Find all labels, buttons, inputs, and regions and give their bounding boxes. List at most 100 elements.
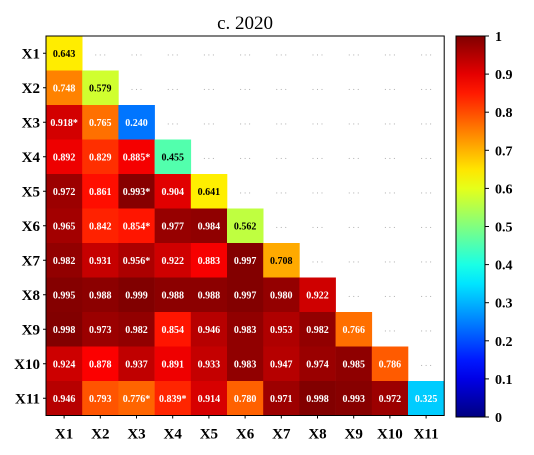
chart-title: c. 2020 (217, 13, 273, 34)
cell-value-label: 0.918* (50, 118, 78, 129)
heatmap-cell (46, 70, 83, 106)
empty-cell-marker: . . . (384, 220, 395, 230)
cell-value-label: 0.998 (53, 325, 76, 336)
empty-cell-marker: . . . (420, 47, 431, 57)
cell-value-label: 0.839* (159, 394, 187, 405)
empty-cell-marker: . . . (384, 323, 395, 333)
colorbar-tick-label: 0.8 (495, 106, 513, 121)
empty-cell-marker: . . . (167, 82, 178, 92)
cell-value-label: 0.982 (125, 325, 148, 336)
cell-value-label: 0.842 (89, 221, 112, 232)
empty-cell-marker: . . . (420, 151, 431, 161)
heatmap-cell (118, 346, 155, 382)
heatmap-cell (82, 277, 119, 313)
cell-value-label: 0.861 (89, 187, 112, 198)
column-tick-label: X8 (308, 427, 326, 443)
heatmap-cell (118, 174, 155, 209)
heatmap-cell (46, 381, 83, 416)
empty-cell-marker: . . . (276, 116, 287, 126)
empty-cell-marker: . . . (239, 82, 250, 92)
empty-cell-marker: . . . (348, 47, 359, 57)
heatmap-cell (263, 312, 300, 347)
row-tick-label: X3 (22, 115, 40, 131)
heatmap-cell (154, 381, 192, 416)
empty-cell-marker: . . . (312, 47, 323, 57)
empty-cell-marker: . . . (276, 185, 287, 195)
heatmap-cell (335, 381, 373, 416)
empty-cell-marker: . . . (239, 116, 250, 126)
empty-cell-marker: . . . (203, 82, 214, 92)
heatmap-cell (263, 277, 300, 313)
heatmap-cell (263, 243, 300, 278)
cell-value-label: 0.922 (161, 256, 184, 267)
heatmap-cell (154, 174, 192, 209)
heatmap-cell (46, 243, 83, 278)
empty-cell-marker: . . . (167, 116, 178, 126)
cell-value-label: 0.931 (89, 256, 112, 267)
cell-value-label: 0.883 (198, 256, 221, 267)
empty-cell-marker: . . . (131, 82, 142, 92)
cell-value-label: 0.993* (123, 187, 151, 198)
empty-cell-marker: . . . (420, 254, 431, 264)
row-tick-label: X6 (22, 219, 41, 235)
empty-cell-marker: . . . (348, 289, 359, 299)
cell-value-label: 0.973 (89, 325, 112, 336)
heatmap-cell (46, 139, 83, 175)
heatmap-cell (118, 139, 155, 175)
cell-value-label: 0.643 (53, 49, 76, 60)
cell-value-label: 0.891 (161, 359, 184, 370)
heatmap-cell (263, 381, 300, 416)
colorbar-tick-label: 1 (495, 30, 502, 45)
cell-value-label: 0.977 (161, 221, 184, 232)
cell-value-label: 0.983 (234, 325, 257, 336)
heatmap-cell (227, 277, 264, 313)
plot-frame (45, 35, 445, 416)
cell-value-label: 0.983 (234, 359, 257, 370)
heatmap-cell (154, 139, 192, 175)
heatmap-cell (82, 243, 119, 278)
heatmap-cell (82, 174, 119, 209)
empty-cell-marker: . . . (348, 185, 359, 195)
cell-value-label: 0.946 (198, 325, 221, 336)
cell-value-label: 0.579 (89, 83, 112, 94)
heatmap-cell (299, 346, 336, 382)
cell-value-label: 0.765 (89, 118, 112, 129)
empty-cell-marker: . . . (276, 82, 287, 92)
heatmap-cell (154, 346, 192, 382)
empty-cell-marker: . . . (312, 151, 323, 161)
empty-cell-marker: . . . (312, 220, 323, 230)
heatmap-cell (46, 346, 83, 382)
heatmap-cell (82, 381, 119, 416)
heatmap-cell (82, 346, 119, 382)
column-tick-label: X3 (127, 427, 145, 443)
heatmap-cell (82, 208, 119, 244)
heatmap-cell (190, 208, 228, 244)
heatmap-cell (154, 243, 192, 278)
heatmap-cells: 0.643 . . . . . . . . . . . . . . . . . . . . .… (46, 36, 445, 416)
heatmap-cell (299, 312, 336, 347)
cell-value-label: 0.956* (123, 256, 151, 267)
heatmap-cell (46, 312, 83, 347)
heatmap-cell (46, 105, 83, 140)
cell-value-label: 0.854* (123, 221, 151, 232)
heatmap-cell (227, 346, 264, 382)
empty-cell-marker: . . . (131, 47, 142, 57)
cell-value-label: 0.937 (125, 359, 148, 370)
heatmap-cell (82, 70, 119, 106)
empty-cell-marker: . . . (203, 116, 214, 126)
column-tick-label: X7 (272, 427, 291, 443)
empty-cell-marker: . . . (384, 151, 395, 161)
cell-value-label: 0.953 (270, 325, 293, 336)
empty-cell-marker: . . . (95, 47, 106, 57)
heatmap-cell (118, 243, 155, 278)
colorbar-tick-label: 0.1 (495, 373, 513, 388)
cell-value-label: 0.641 (198, 187, 221, 198)
cell-value-label: 0.914 (198, 394, 221, 405)
cell-value-label: 0.946 (53, 394, 76, 405)
heatmap-cell (190, 174, 228, 209)
empty-cell-marker: . . . (384, 82, 395, 92)
empty-cell-marker: . . . (167, 47, 178, 57)
column-tick-label: X11 (414, 427, 439, 443)
colorbar-tick-label: 0 (495, 411, 502, 426)
